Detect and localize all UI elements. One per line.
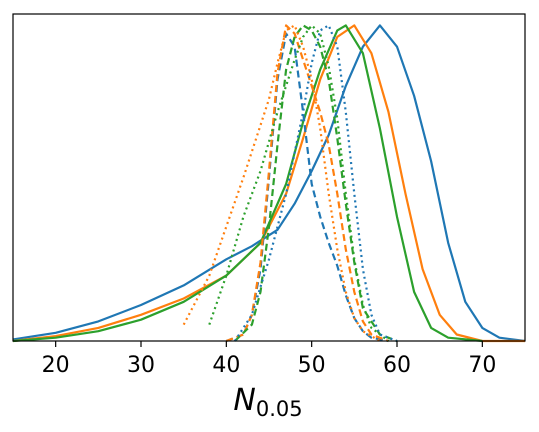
x-tick-label: 50 — [298, 353, 326, 378]
series-line-5 — [225, 24, 389, 343]
x-tick-label: 40 — [212, 353, 240, 378]
series-line-4 — [225, 32, 389, 343]
series-line-6 — [234, 24, 398, 343]
curves-layer — [12, 24, 526, 343]
plot-frame — [12, 13, 526, 342]
x-tick-label: 30 — [127, 353, 155, 378]
x-axis-label-subscript: 0.05 — [256, 397, 303, 421]
series-line-1 — [12, 24, 526, 343]
x-tick-label: 60 — [383, 353, 411, 378]
x-tick-label: 70 — [468, 353, 496, 378]
x-axis-label: N0.05 — [233, 383, 302, 421]
x-axis-label-main: N — [233, 383, 255, 418]
x-ticks: 20 30 40 50 60 70 — [42, 341, 496, 378]
x-tick-label: 20 — [42, 353, 70, 378]
series-line-2 — [12, 24, 525, 343]
series-line-8 — [208, 24, 390, 342]
series-line-9 — [233, 24, 398, 343]
series-line-3 — [12, 24, 483, 343]
series-line-7 — [182, 24, 381, 342]
